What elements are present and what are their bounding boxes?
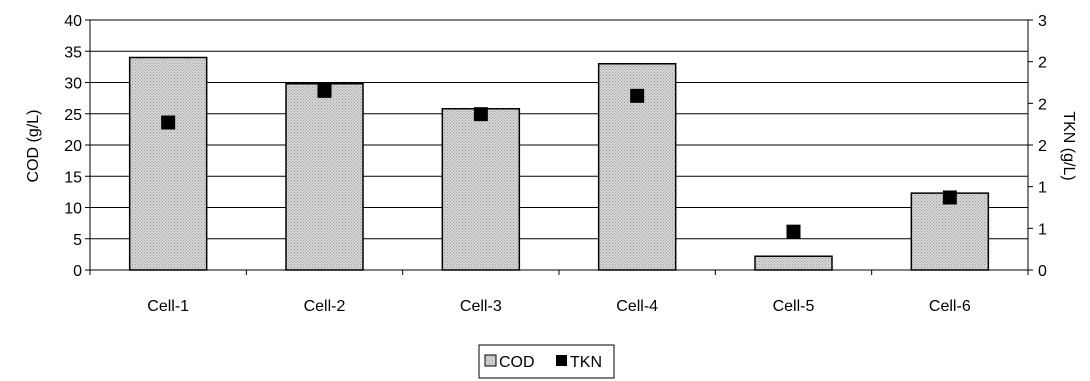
axes [85, 19, 1033, 275]
y-tick-label: 30 [64, 76, 82, 93]
y-tick-label: 25 [64, 107, 82, 124]
cod-bars [128, 56, 990, 271]
y2-tick-label: 2 [1038, 96, 1047, 113]
y2-tick-label: 2 [1038, 138, 1047, 155]
y2-tick-label: 2 [1038, 55, 1047, 72]
legend: COD TKN [478, 344, 615, 379]
y2-tick-label: 3 [1038, 13, 1047, 30]
legend-cod-label: COD [499, 354, 535, 371]
y-tick-label: 10 [64, 201, 82, 218]
cod-bar [754, 255, 833, 271]
y-tick-label: 5 [73, 232, 82, 249]
tkn-marker [630, 88, 645, 103]
y-tick-label: 20 [64, 138, 82, 155]
x-tick-label: Cell-3 [460, 298, 502, 315]
legend-cod-swatch [484, 354, 497, 367]
legend-tkn-label: TKN [570, 354, 602, 371]
tkn-marker [786, 224, 801, 239]
y2-tick-label: 0 [1038, 263, 1047, 280]
tick-labels: 0 5 10 15 20 25 30 35 40 0 1 1 2 2 2 3 Cell-1 Cell-2 Cell-… [64, 13, 1047, 315]
x-tick-label: Cell-1 [147, 298, 189, 315]
x-tick-label: Cell-5 [773, 298, 815, 315]
cod-bar [285, 83, 364, 271]
legend-tkn-swatch [556, 355, 567, 366]
y2-tick-label: 1 [1038, 221, 1047, 238]
cod-bar [441, 108, 521, 271]
tkn-markers [161, 83, 957, 239]
y-tick-label: 40 [64, 13, 82, 30]
x-tick-label: Cell-2 [304, 298, 346, 315]
grid-lines [90, 19, 1028, 240]
tkn-marker [473, 107, 488, 122]
y-tick-label: 35 [64, 44, 82, 61]
x-tick-label: Cell-4 [616, 298, 658, 315]
tkn-marker [317, 83, 332, 98]
y2-tick-label: 1 [1038, 180, 1047, 197]
legend-box [478, 344, 615, 379]
cod-bar [910, 192, 990, 271]
tkn-marker [161, 115, 176, 130]
cod-bar [128, 56, 208, 271]
x-tick-label: Cell-6 [929, 298, 971, 315]
y-axis-title: COD (g/L) [25, 110, 42, 183]
y-tick-label: 0 [73, 263, 82, 280]
y2-axis-title: TKN (g/L) [1060, 111, 1077, 180]
tkn-marker [942, 190, 957, 205]
y-tick-label: 15 [64, 169, 82, 186]
